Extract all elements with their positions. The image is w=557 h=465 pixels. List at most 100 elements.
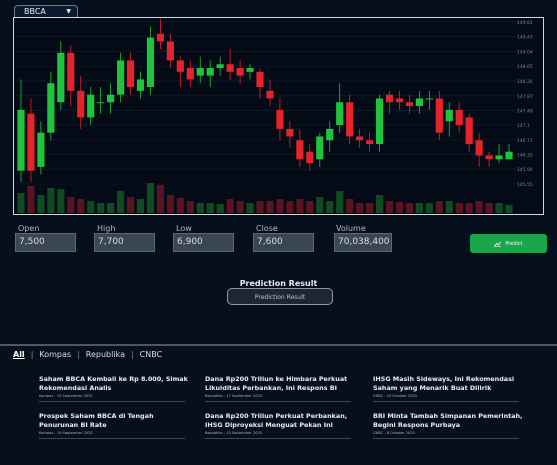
candle-body bbox=[375, 98, 384, 145]
volume-bar bbox=[176, 198, 184, 213]
price-tick-label: 149.81 bbox=[517, 20, 533, 26]
news-underline bbox=[205, 438, 351, 439]
candle-body bbox=[126, 60, 135, 88]
candle-body bbox=[266, 90, 274, 99]
volume-bar bbox=[495, 203, 503, 213]
price-tick-label: 148.65 bbox=[517, 64, 533, 70]
low-label: Low bbox=[176, 224, 192, 233]
close-input[interactable]: 7,600 bbox=[253, 233, 314, 252]
volume-bar bbox=[356, 203, 364, 213]
news-item[interactable]: Dana Rp200 Triliun Perkuat Perbankan, IH… bbox=[205, 412, 355, 439]
chart-canvas: 149.81 149.43 149.04 148.65 148.26 147.87 147.… bbox=[14, 18, 533, 213]
candle-body bbox=[186, 68, 194, 80]
candle-body bbox=[246, 68, 254, 72]
volume-bar bbox=[216, 204, 224, 213]
candle-body bbox=[495, 155, 503, 160]
high-input[interactable]: 7,700 bbox=[94, 233, 155, 252]
volume-bar bbox=[126, 197, 135, 213]
candle-body bbox=[146, 37, 155, 88]
candlestick-chart[interactable]: 149.81 149.43 149.04 148.65 148.26 147.87 147.… bbox=[13, 17, 544, 215]
candle-body bbox=[256, 71, 264, 88]
news-underline bbox=[373, 438, 519, 439]
volume-input[interactable]: 70,038,400 bbox=[334, 233, 392, 252]
candle-body bbox=[77, 90, 85, 118]
ticker-symbol: BBCA bbox=[24, 7, 46, 16]
news-meta: CNBC - 10 October 2025 bbox=[373, 394, 418, 398]
volume-bar bbox=[107, 203, 115, 213]
volume-bar bbox=[27, 186, 35, 213]
volume-bar bbox=[196, 203, 204, 213]
price-tick-label: 149.04 bbox=[517, 49, 533, 55]
news-underline bbox=[373, 401, 519, 402]
volume-bar bbox=[77, 199, 85, 213]
candle-body bbox=[176, 60, 184, 72]
volume-bar bbox=[425, 203, 433, 213]
tab-kompas[interactable]: Kompas bbox=[39, 350, 72, 359]
volume-bar bbox=[395, 202, 404, 213]
news-meta: Kompas - 19 September 2025 bbox=[39, 431, 93, 435]
volume-bar bbox=[505, 205, 513, 213]
news-underline bbox=[39, 401, 185, 402]
predict-label: Predict bbox=[505, 240, 523, 247]
low-input[interactable]: 6,900 bbox=[173, 233, 234, 252]
candle-body bbox=[216, 64, 224, 69]
volume-bar bbox=[475, 201, 483, 213]
chart-trend-icon bbox=[494, 241, 502, 247]
news-meta: Kompas - 15 September 2025 bbox=[39, 394, 93, 398]
volume-bar bbox=[455, 203, 463, 213]
ticker-select[interactable]: BBCA ▼ bbox=[14, 5, 78, 18]
news-underline bbox=[39, 438, 185, 439]
tab-separator: | bbox=[130, 350, 134, 359]
volume-bar bbox=[276, 199, 284, 213]
news-item[interactable]: Prospek Saham BBCA di Tengah Penurunan B… bbox=[39, 412, 189, 439]
news-title: IHSG Masih Sideways, Ini Rekomendasi Sah… bbox=[373, 375, 515, 392]
tab-cnbc[interactable]: CNBC bbox=[139, 350, 163, 359]
candle-body bbox=[226, 64, 234, 72]
tab-republika[interactable]: Republika bbox=[85, 350, 125, 359]
news-item[interactable]: Dana Rp200 Triliun ke Himbara Perkuat Li… bbox=[205, 375, 355, 402]
candle-body bbox=[196, 68, 204, 76]
candle-body bbox=[37, 132, 45, 167]
news-item[interactable]: Saham BBCA Kembali ke Rp 8.000, Simak Re… bbox=[39, 375, 189, 402]
price-tick-label: 149.43 bbox=[517, 34, 533, 40]
candle-body bbox=[336, 102, 344, 126]
price-tick-label: 147.1 bbox=[517, 123, 530, 129]
volume-bar bbox=[306, 201, 314, 213]
news-item[interactable]: BRI Minta Tambah Simpanan Pemerintah, Be… bbox=[373, 412, 523, 439]
volume-bar bbox=[286, 201, 294, 213]
volume-bar bbox=[47, 188, 55, 213]
candle-body bbox=[296, 140, 304, 160]
volume-bar bbox=[435, 201, 443, 213]
news-item[interactable]: IHSG Masih Sideways, Ini Rekomendasi Sah… bbox=[373, 375, 523, 402]
section-divider bbox=[0, 344, 557, 346]
candle-body bbox=[17, 109, 25, 171]
candle-body bbox=[356, 136, 364, 141]
news-title: Saham BBCA Kembali ke Rp 8.000, Simak Re… bbox=[39, 375, 188, 392]
news-source-tabs: All | Kompas | Republika | CNBC bbox=[13, 350, 162, 359]
volume-label: Volume bbox=[336, 224, 366, 233]
volume-bar bbox=[206, 203, 214, 213]
open-input[interactable]: 7,500 bbox=[15, 233, 76, 252]
price-tick-label: 147.87 bbox=[517, 94, 533, 100]
tab-separator: | bbox=[77, 350, 80, 359]
volume-bar bbox=[415, 203, 423, 213]
candle-body bbox=[385, 94, 394, 103]
predict-button[interactable]: Predict bbox=[470, 234, 547, 253]
tab-all[interactable]: All bbox=[13, 350, 25, 359]
candle-body bbox=[485, 155, 493, 160]
chevron-down-icon: ▼ bbox=[66, 8, 71, 15]
candle-body bbox=[97, 102, 105, 104]
candle-body bbox=[445, 109, 453, 122]
candle-body bbox=[276, 109, 284, 129]
candle-body bbox=[326, 128, 334, 141]
candle-body bbox=[156, 33, 165, 42]
news-meta: CNBC - 8 October 2025 bbox=[373, 431, 415, 435]
candle-body bbox=[47, 83, 55, 133]
candle-body bbox=[306, 151, 314, 164]
price-tick-label: 145.94 bbox=[517, 167, 533, 173]
candle-body bbox=[136, 79, 145, 91]
price-tick-label: 146.32 bbox=[517, 153, 533, 159]
news-underline bbox=[205, 401, 351, 402]
prediction-result-title: Prediction Result bbox=[239, 279, 318, 288]
candle-body bbox=[206, 68, 214, 76]
